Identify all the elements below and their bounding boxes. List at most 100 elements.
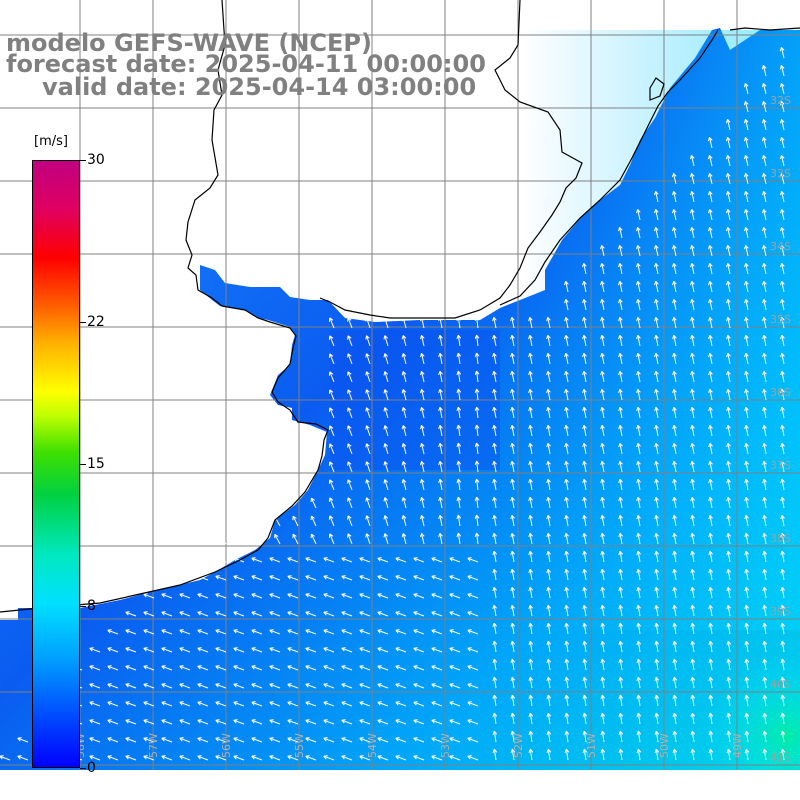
wind-arrow [618, 262, 623, 275]
latitude-label: 35S [770, 313, 791, 326]
wind-arrow [431, 575, 443, 581]
wind-arrow [274, 533, 281, 545]
wind-arrow [401, 497, 407, 509]
wind-arrow [636, 262, 641, 275]
wind-arrow [582, 748, 588, 761]
wind-arrow [341, 647, 353, 653]
wind-arrow [215, 701, 227, 707]
wind-arrow [467, 719, 479, 725]
wind-arrow [492, 568, 497, 581]
wind-arrow [654, 568, 659, 581]
wind-arrow [474, 424, 480, 437]
wind-arrow [365, 461, 371, 473]
wind-arrow [528, 478, 533, 491]
wind-arrow [251, 683, 263, 689]
wind-arrow [528, 604, 533, 617]
wind-arrow [725, 154, 731, 167]
wind-arrow [269, 611, 281, 617]
wind-arrow [564, 388, 569, 401]
wind-arrow [582, 658, 588, 671]
wind-arrow [474, 388, 480, 401]
wind-arrow [744, 460, 749, 473]
colorbar-tick-label: 22 [87, 314, 105, 331]
wind-arrow [383, 479, 389, 491]
wind-arrow [690, 514, 695, 527]
wind-arrow [269, 575, 281, 581]
wind-arrow [672, 424, 677, 437]
wind-arrow [762, 208, 767, 221]
wind-arrow [492, 424, 497, 437]
wind-arrow [726, 424, 731, 437]
wind-arrow [143, 593, 155, 599]
longitude-label: 52W [512, 733, 525, 758]
wind-arrow [233, 683, 245, 689]
wind-arrow [564, 334, 569, 347]
wind-arrow [672, 640, 678, 653]
wind-arrow [762, 622, 767, 635]
wind-arrow [219, 534, 227, 545]
wind-arrow [582, 442, 587, 455]
wind-arrow [564, 730, 570, 743]
wind-arrow [215, 665, 227, 671]
wind-arrow [672, 604, 677, 617]
wind-arrow [161, 611, 173, 617]
wind-arrow [420, 424, 425, 437]
wind-arrow [762, 604, 767, 617]
wind-arrow [654, 676, 660, 689]
wind-arrow [365, 479, 371, 491]
wind-arrow [431, 629, 443, 635]
wind-arrow [744, 442, 749, 455]
wind-arrow [449, 593, 461, 599]
wind-arrow [467, 683, 479, 689]
wind-arrow [726, 496, 731, 509]
wind-arrow [492, 442, 497, 455]
wind-arrow [762, 172, 767, 185]
wind-arrow [347, 407, 353, 419]
wind-arrow [251, 737, 263, 743]
wind-arrow [449, 629, 461, 635]
wind-arrow [726, 622, 731, 635]
wind-arrow [215, 737, 227, 743]
wind-arrow [708, 604, 713, 617]
wind-arrow [492, 514, 497, 527]
wind-arrow [654, 370, 659, 383]
wind-arrow [287, 647, 299, 653]
wind-arrow [690, 442, 695, 455]
wind-arrow [546, 550, 551, 563]
wind-arrow [690, 388, 695, 401]
wind-arrow [672, 622, 677, 635]
wind-arrow [413, 737, 425, 743]
wind-arrow [467, 755, 479, 761]
wind-arrow [546, 586, 551, 599]
wind-arrow [125, 629, 137, 635]
wind-arrow [618, 424, 623, 437]
wind-arrow [564, 280, 569, 293]
wind-arrow [89, 737, 101, 743]
wind-arrow [600, 658, 606, 671]
wind-arrow [654, 262, 659, 275]
wind-arrow [564, 550, 569, 563]
wind-arrow [492, 586, 497, 599]
wind-arrow [474, 316, 480, 329]
wind-arrow [762, 532, 767, 545]
wind-arrow [383, 335, 389, 347]
wind-arrow [449, 611, 461, 617]
wind-arrow [546, 622, 551, 635]
wind-arrow [582, 730, 588, 743]
wind-arrow [546, 532, 551, 545]
wind-arrow [654, 226, 659, 239]
wind-arrow [744, 604, 749, 617]
wind-arrow [726, 442, 731, 455]
wind-arrow [305, 755, 317, 761]
wind-arrow [251, 665, 263, 671]
wind-arrow [323, 683, 335, 689]
wind-arrow [654, 694, 660, 707]
wind-arrow [395, 575, 407, 581]
wind-arrow [510, 586, 515, 599]
wind-arrow [474, 514, 480, 527]
wind-arrow [654, 388, 659, 401]
wind-arrow [347, 317, 353, 329]
wind-arrow [456, 316, 462, 329]
wind-arrow [365, 497, 371, 509]
wind-arrow [528, 496, 533, 509]
